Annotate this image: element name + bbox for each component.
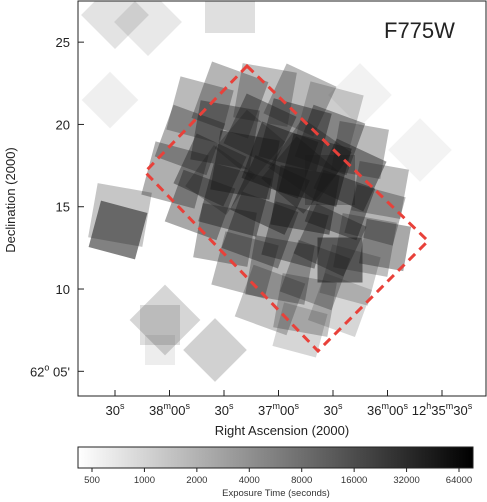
exposure-tile	[205, 1, 255, 33]
x-tick-label: 30s	[324, 401, 343, 418]
exposure-tile	[221, 191, 299, 269]
exposure-tile	[185, 145, 255, 215]
exposure-tile	[358, 218, 412, 272]
exposure-tile	[140, 305, 180, 345]
exposure-tile	[261, 136, 339, 214]
colorbar-tick-label: 500	[84, 475, 100, 486]
colorbar-tick-label: 2000	[186, 475, 207, 486]
exposure-tile	[164, 169, 236, 241]
exposure-tile	[191, 61, 269, 139]
colorbar	[77, 446, 474, 469]
exposure-tile	[214, 109, 286, 181]
exposure-tile	[317, 237, 363, 283]
colorbar-ticks: 500 1000 2000 4000 8000 16000 32000 64000	[84, 468, 472, 486]
exposure-tile	[261, 201, 329, 269]
exposure-tile	[88, 200, 148, 260]
exposure-tile	[270, 165, 340, 235]
exposure-tile	[129, 284, 201, 356]
y-tick-label: 15	[56, 200, 70, 215]
y-tick-label: 25	[56, 35, 70, 50]
exposure-tile	[273, 273, 337, 337]
footprint-outline	[142, 63, 431, 354]
x-tick-label: 30s	[215, 401, 234, 418]
exposure-tile	[307, 272, 373, 338]
exposure-tile	[351, 161, 409, 219]
x-tick-label: 36m00s	[367, 401, 408, 418]
x-tick-label: 12h35m30s	[412, 401, 473, 418]
y-axis-label: Declination (2000)	[3, 147, 18, 253]
y-tick-label-degree: 62o 05'	[30, 362, 70, 379]
exposure-tile	[233, 63, 297, 127]
x-tick-label: 37m00s	[258, 401, 299, 418]
x-tick-label: 30s	[106, 401, 125, 418]
colorbar-tick-label: 1000	[134, 475, 155, 486]
exposure-tile	[388, 118, 452, 182]
colorbar-tick-label: 64000	[446, 475, 472, 486]
exposure-tile	[173, 133, 247, 207]
exposure-tile	[81, 1, 149, 49]
colorbar-label: Exposure Time (seconds)	[222, 488, 330, 499]
exposure-tile	[304, 169, 376, 241]
exposure-tile	[263, 63, 337, 137]
x-ticks: 30s 38m00s 30s 37m00s 30s 36m00s 12h35m30s	[106, 390, 473, 418]
exposure-tile	[166, 76, 234, 144]
exposure-tile	[81, 71, 139, 129]
exposure-tile	[198, 163, 272, 237]
exposure-tile	[344, 184, 406, 246]
exposure-tile	[211, 231, 279, 299]
exposure-tile	[145, 335, 175, 365]
colorbar-tick-label: 32000	[393, 475, 419, 486]
y-tick-label: 10	[56, 282, 70, 297]
y-tick-label: 20	[56, 117, 70, 132]
colorbar-tick-label: 16000	[341, 475, 367, 486]
exposure-tile	[245, 235, 315, 305]
x-axis-label: Right Ascension (2000)	[215, 423, 349, 438]
exposure-tile	[183, 318, 247, 382]
exposure-tile	[190, 100, 260, 170]
exposure-tile	[193, 203, 257, 267]
exposure-tile	[154, 104, 226, 176]
panel-label: F775W	[384, 18, 455, 43]
colorbar-tick-label: 4000	[239, 475, 260, 486]
x-tick-label: 38m00s	[149, 401, 190, 418]
colorbar-tick-label: 8000	[291, 475, 312, 486]
exposure-tile	[268, 118, 352, 202]
y-ticks: 25 20 15 10 62o 05'	[30, 35, 84, 379]
